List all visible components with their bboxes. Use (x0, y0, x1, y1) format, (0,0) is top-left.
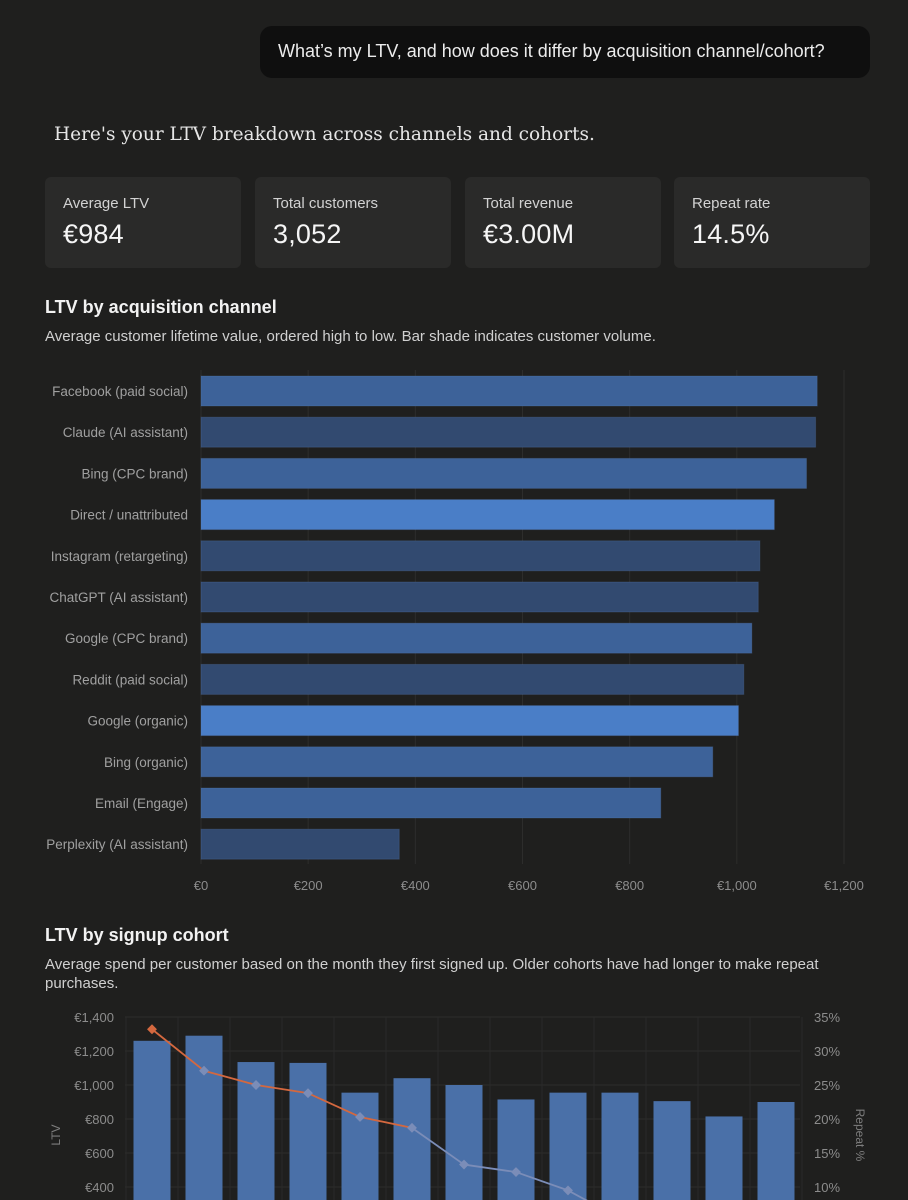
repeat-line-segment (463, 1163, 517, 1173)
bar (200, 746, 714, 778)
y-tick-label: €1,400 (74, 1010, 114, 1025)
repeat-point (251, 1080, 261, 1090)
bar (200, 828, 400, 860)
y-category-label: Email (Engage) (95, 796, 188, 811)
x-tick-label: €200 (294, 878, 323, 893)
y-category-label: Bing (CPC brand) (81, 466, 188, 481)
repeat-line-segment (515, 1171, 569, 1192)
y-category-label: Google (CPC brand) (65, 631, 188, 646)
stat-card-repeat-rate: Repeat rate 14.5% (674, 177, 870, 268)
repeat-line-segment (151, 1028, 205, 1072)
stat-label: Total customers (273, 195, 379, 212)
repeat-line-segment (255, 1084, 309, 1095)
user-message-text: What’s my LTV, and how does it differ by… (278, 41, 825, 61)
y-category-label: Facebook (paid social) (52, 384, 188, 399)
stat-value: 14.5% (692, 219, 770, 249)
stat-label: Average LTV (63, 195, 150, 212)
cohort-chart-title: LTV by signup cohort (45, 925, 229, 945)
cohort-ltv-chart: €1,400 35% €1,200 30% €1,000 25% €800 20% €600 15… (49, 1010, 867, 1200)
bar (200, 663, 745, 695)
repeat-point (199, 1065, 209, 1076)
y-category-label: Instagram (retargeting) (51, 549, 188, 564)
y2-axis-title: Repeat % (853, 1109, 867, 1162)
y2-tick-label: 30% (814, 1044, 840, 1059)
cohort-bar (185, 1035, 223, 1200)
repeat-line-segment (359, 1116, 413, 1129)
y2-tick-label: 35% (814, 1010, 840, 1025)
y2-tick-label: 25% (814, 1078, 840, 1093)
stat-label: Total revenue (483, 195, 574, 212)
channel-chart-title: LTV by acquisition channel (45, 297, 277, 317)
repeat-point (147, 1024, 157, 1035)
bar (200, 540, 761, 572)
assistant-intro: Here's your LTV breakdown across channel… (54, 124, 595, 145)
cohort-bar (445, 1085, 483, 1200)
y-category-label: Perplexity (AI assistant) (46, 837, 188, 852)
channel-ltv-chart: €0 €200 €400 €600 €800 €1,000 €1,200 Facebook (… (46, 370, 864, 893)
bar (200, 787, 662, 819)
y-category-label: Reddit (paid social) (72, 672, 188, 687)
cohort-chart-subtitle: Average spend per customer based on the … (45, 956, 819, 992)
y-tick-label: €400 (85, 1180, 114, 1195)
cohort-bar (497, 1099, 535, 1200)
cohort-bar (289, 1062, 327, 1200)
cohort-bar (393, 1078, 431, 1200)
stats-row: Average LTV €984 Total customers 3,052 T… (45, 177, 870, 268)
repeat-line-segment (567, 1189, 588, 1200)
bar (200, 457, 807, 489)
y-category-label: Claude (AI assistant) (63, 425, 188, 440)
cohort-bar (705, 1116, 743, 1200)
bar (200, 705, 739, 737)
x-tick-label: €1,000 (717, 878, 757, 893)
x-tick-label: €0 (194, 878, 208, 893)
repeat-point (563, 1185, 573, 1196)
x-tick-label: €400 (401, 878, 430, 893)
y-tick-label: €1,000 (74, 1078, 114, 1093)
repeat-line-segment (411, 1127, 465, 1166)
cohort-bar (757, 1102, 795, 1200)
stat-card-total-customers: Total customers 3,052 (255, 177, 451, 268)
bar (200, 499, 775, 531)
y2-tick-label: 10% (814, 1180, 840, 1195)
bar (200, 581, 759, 613)
y-category-label: ChatGPT (AI assistant) (49, 590, 188, 605)
repeat-line-segment (307, 1092, 361, 1118)
bar (200, 622, 753, 654)
stat-card-average-ltv: Average LTV €984 (45, 177, 241, 268)
bar (200, 375, 818, 407)
cohort-bar (601, 1092, 639, 1200)
y-tick-label: €1,200 (74, 1044, 114, 1059)
stat-value: €3.00M (483, 219, 575, 249)
x-tick-label: €1,200 (824, 878, 864, 893)
stat-label: Repeat rate (692, 195, 771, 212)
stat-value: 3,052 (273, 219, 342, 249)
y-tick-label: €600 (85, 1146, 114, 1161)
stat-value: €984 (63, 219, 124, 249)
stat-card-total-revenue: Total revenue €3.00M (465, 177, 661, 268)
y-axis-title: LTV (49, 1124, 63, 1145)
cohort-bar (341, 1092, 379, 1200)
channel-chart-subtitle: Average customer lifetime value, ordered… (45, 328, 656, 345)
y-category-label: Google (organic) (87, 714, 188, 729)
y-tick-label: €800 (85, 1112, 114, 1127)
repeat-line-segment (203, 1069, 257, 1086)
x-tick-label: €800 (615, 878, 644, 893)
user-message-bubble: What’s my LTV, and how does it differ by… (260, 26, 870, 78)
y-category-label: Bing (organic) (104, 755, 188, 770)
cohort-bar (549, 1092, 587, 1200)
x-tick-label: €600 (508, 878, 537, 893)
bar (200, 416, 817, 448)
y2-tick-label: 20% (814, 1112, 840, 1127)
cohort-bar (133, 1040, 171, 1200)
cohort-bar (653, 1101, 691, 1200)
y-category-label: Direct / unattributed (70, 508, 188, 523)
y2-tick-label: 15% (814, 1146, 840, 1161)
